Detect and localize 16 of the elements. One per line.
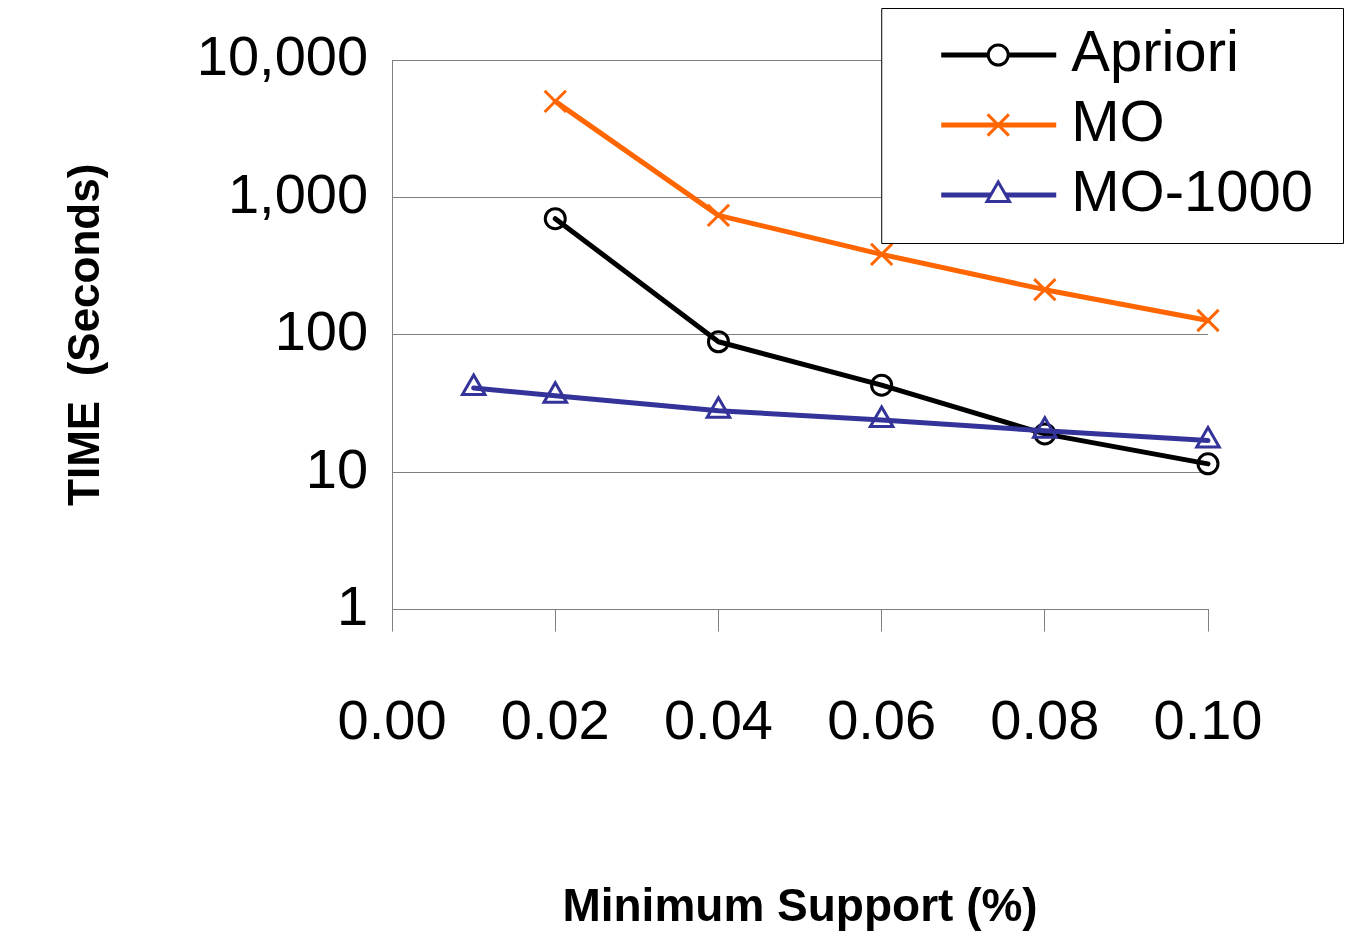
x-tick-label: 0.10 [1153, 687, 1263, 751]
legend-label: MO [1071, 88, 1165, 153]
y-tick-label: 100 [274, 299, 369, 363]
x-tick-label: 0.08 [990, 687, 1100, 751]
y-axis-title: TIME (Seconds) [58, 163, 108, 506]
x-axis-title: Minimum Support (%) [562, 879, 1038, 932]
x-tick-label: 0.02 [500, 687, 610, 751]
y-tick-label: 1,000 [227, 161, 369, 225]
y-tick-label: 10 [305, 436, 369, 500]
legend-label: MO-1000 [1071, 158, 1314, 223]
y-tick-label: 1 [336, 574, 369, 638]
x-tick-label: 0.04 [663, 687, 773, 751]
legend-label: Apriori [1071, 18, 1239, 83]
y-tick-label: 10,000 [196, 24, 369, 88]
x-tick-label: 0.06 [827, 687, 937, 751]
x-tick-label: 0.00 [337, 687, 447, 751]
